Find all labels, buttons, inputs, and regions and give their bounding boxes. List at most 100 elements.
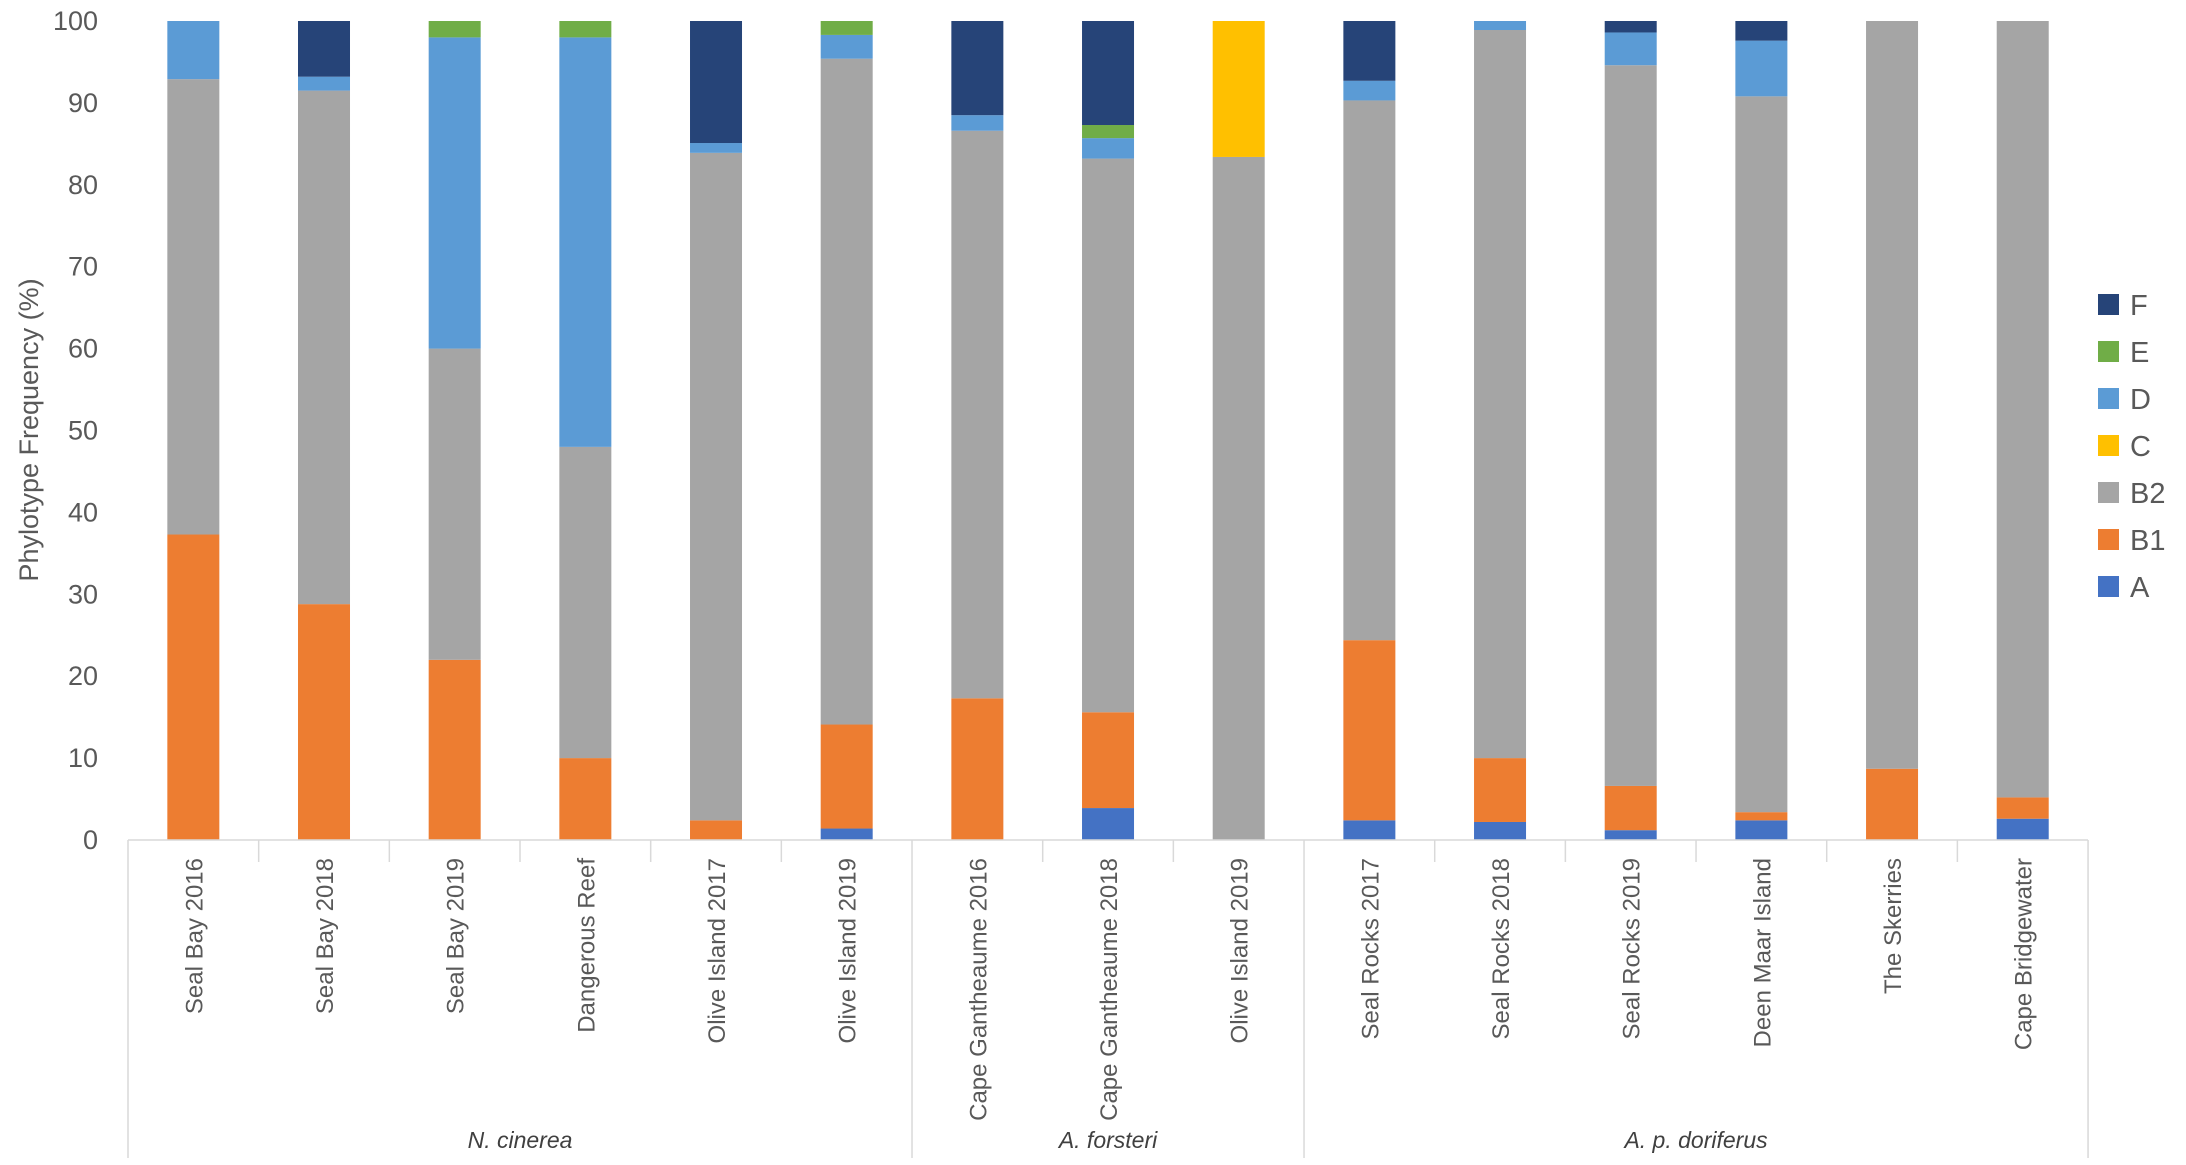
bar-segment-b2 bbox=[1212, 156, 1265, 841]
y-tick-label: 50 bbox=[68, 416, 98, 446]
bar-segment-b2 bbox=[1474, 30, 1527, 759]
bar-segment-b2 bbox=[428, 348, 481, 660]
x-category-label: Cape Gantheaume 2018 bbox=[1096, 858, 1123, 1121]
bar-segment-b1 bbox=[428, 659, 481, 840]
x-category-label: Seal Rocks 2018 bbox=[1488, 858, 1515, 1039]
legend-label: B2 bbox=[2130, 478, 2165, 510]
x-category-label: Seal Bay 2018 bbox=[312, 858, 339, 1014]
bar-segment-d bbox=[690, 143, 743, 153]
group-label: A. forsteri bbox=[1057, 1127, 1158, 1153]
bar-segment-b1 bbox=[1474, 758, 1527, 822]
y-axis-ticks: 0 10 20 30 40 50 60 70 80 90 100 bbox=[53, 6, 98, 855]
bar-segment-a bbox=[1996, 818, 2049, 840]
bar-segment-d bbox=[1082, 138, 1135, 159]
bar-segment-b1 bbox=[1082, 712, 1135, 809]
legend-swatch-a bbox=[2098, 576, 2119, 597]
bar-segment-d bbox=[1474, 21, 1527, 31]
x-category-label: Olive Island 2017 bbox=[704, 858, 731, 1043]
bar-segment-b1 bbox=[1996, 797, 2049, 819]
bar-segment-a bbox=[1604, 830, 1657, 840]
x-category-label: Seal Rocks 2017 bbox=[1357, 858, 1384, 1039]
bar-segment-b2 bbox=[1996, 21, 2049, 798]
bar-segment-b1 bbox=[1343, 640, 1396, 821]
y-tick-label: 30 bbox=[68, 579, 98, 609]
bar-segment-f bbox=[1082, 21, 1135, 126]
bar-segment-d bbox=[428, 37, 481, 349]
bars bbox=[167, 21, 2049, 841]
bar-segment-f bbox=[1343, 21, 1396, 81]
bar-segment-b1 bbox=[1866, 768, 1919, 840]
bar-segment-b2 bbox=[690, 152, 743, 821]
legend-label: B1 bbox=[2130, 525, 2165, 557]
legend-swatch-f bbox=[2098, 294, 2119, 315]
legend-label: E bbox=[2130, 337, 2149, 369]
bar-segment-a bbox=[820, 828, 873, 840]
x-category-label: Dangerous Reef bbox=[573, 858, 600, 1033]
bar-segment-c bbox=[1212, 21, 1265, 157]
bar-segment-b2 bbox=[1604, 65, 1657, 786]
x-category-label: Seal Bay 2019 bbox=[443, 858, 470, 1014]
bar-segment-f bbox=[690, 21, 743, 144]
group-label: N. cinerea bbox=[468, 1127, 573, 1153]
y-axis-title: Phylotype Frequency (%) bbox=[14, 278, 44, 581]
x-axis-group-labels: N. cinerea A. forsteri A. p. doriferus bbox=[468, 1127, 1769, 1153]
bar-segment-e bbox=[820, 21, 873, 35]
legend-label: F bbox=[2130, 290, 2148, 322]
legend-swatch-c bbox=[2098, 435, 2119, 456]
legend-swatch-b2 bbox=[2098, 482, 2119, 503]
bar-segment-e bbox=[428, 21, 481, 38]
bar-segment-b2 bbox=[1343, 100, 1396, 641]
bar-segment-d bbox=[1343, 80, 1396, 101]
bar-segment-d bbox=[1735, 40, 1788, 97]
bar-segment-e bbox=[1082, 125, 1135, 139]
x-category-label: Seal Rocks 2019 bbox=[1619, 858, 1646, 1039]
bar-segment-d bbox=[820, 34, 873, 59]
y-tick-label: 20 bbox=[68, 661, 98, 691]
bar-segment-b2 bbox=[167, 79, 220, 535]
y-tick-label: 90 bbox=[68, 88, 98, 118]
bar-segment-d bbox=[298, 76, 351, 91]
y-tick-label: 70 bbox=[68, 252, 98, 282]
bar-segment-d bbox=[167, 21, 220, 80]
bar-segment-b1 bbox=[559, 758, 612, 840]
bar-segment-b1 bbox=[1604, 785, 1657, 831]
legend-swatch-e bbox=[2098, 341, 2119, 362]
bar-segment-b2 bbox=[1735, 96, 1788, 813]
y-tick-label: 80 bbox=[68, 170, 98, 200]
x-category-label: Olive Island 2019 bbox=[1227, 858, 1254, 1043]
bar-segment-b2 bbox=[559, 446, 612, 759]
x-axis-category-labels: Seal Bay 2016 Seal Bay 2018 Seal Bay 2019 D… bbox=[181, 858, 2037, 1121]
bar-segment-b1 bbox=[298, 604, 351, 840]
group-label: A. p. doriferus bbox=[1622, 1127, 1768, 1153]
bar-segment-b2 bbox=[820, 58, 873, 725]
bar-segment-d bbox=[559, 37, 612, 447]
x-category-label: Cape Bridgewater bbox=[2011, 858, 2038, 1050]
bar-segment-a bbox=[1735, 820, 1788, 840]
bar-segment-f bbox=[298, 21, 351, 77]
bar-segment-b1 bbox=[1735, 812, 1788, 821]
y-tick-label: 40 bbox=[68, 497, 98, 527]
x-category-label: Olive Island 2019 bbox=[835, 858, 862, 1043]
y-tick-label: 0 bbox=[83, 825, 98, 855]
x-category-label: Cape Gantheaume 2016 bbox=[965, 858, 992, 1121]
bar-segment-b2 bbox=[951, 130, 1004, 699]
y-tick-label: 60 bbox=[68, 334, 98, 364]
legend-label: A bbox=[2130, 572, 2150, 604]
bar-segment-b1 bbox=[820, 724, 873, 829]
bar-segment-f bbox=[1735, 21, 1788, 41]
bar-segment-b2 bbox=[298, 90, 351, 605]
legend-label: D bbox=[2130, 384, 2151, 416]
bar-segment-f bbox=[951, 21, 1004, 116]
bar-segment-d bbox=[951, 115, 1004, 131]
x-category-label: Deen Maar Island bbox=[1749, 858, 1776, 1047]
bar-segment-b1 bbox=[690, 820, 743, 840]
bar-segment-b2 bbox=[1866, 21, 1919, 769]
x-axis bbox=[127, 839, 2089, 1158]
bar-segment-d bbox=[1604, 32, 1657, 66]
legend-label: C bbox=[2130, 431, 2151, 463]
legend-swatch-d bbox=[2098, 388, 2119, 409]
y-tick-label: 10 bbox=[68, 743, 98, 773]
